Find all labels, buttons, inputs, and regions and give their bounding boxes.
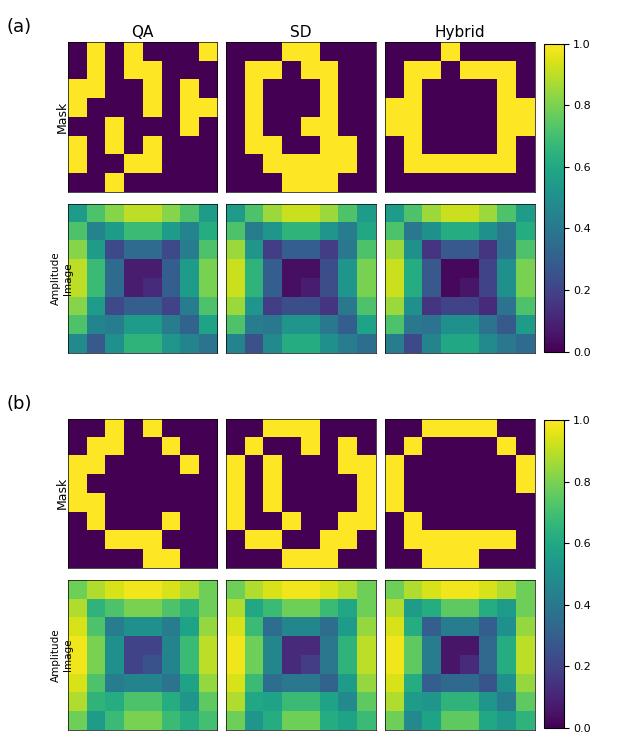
Title: Hybrid: Hybrid (435, 24, 485, 39)
Text: (b): (b) (6, 395, 32, 413)
Y-axis label: Mask: Mask (55, 101, 68, 133)
Text: (a): (a) (6, 19, 32, 36)
Title: QA: QA (131, 24, 154, 39)
Y-axis label: Mask: Mask (55, 477, 68, 510)
Y-axis label: Amplitude
Image: Amplitude Image (52, 252, 73, 305)
Title: SD: SD (290, 24, 312, 39)
Y-axis label: Amplitude
Image: Amplitude Image (52, 628, 73, 682)
